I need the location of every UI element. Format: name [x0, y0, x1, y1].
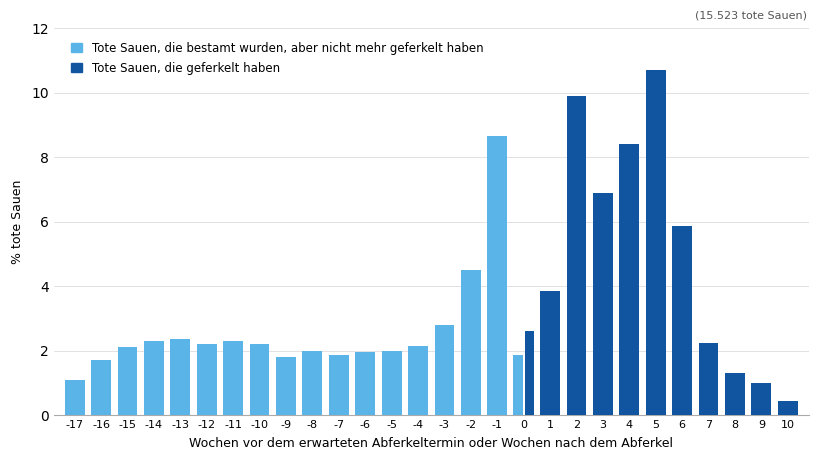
Bar	[566, 96, 586, 415]
Bar	[65, 379, 84, 415]
Y-axis label: % tote Sauen: % tote Sauen	[11, 179, 24, 264]
Legend: Tote Sauen, die bestamt wurden, aber nicht mehr geferkelt haben, Tote Sauen, die: Tote Sauen, die bestamt wurden, aber nic…	[67, 38, 486, 78]
Bar	[91, 361, 111, 415]
Bar	[618, 144, 639, 415]
Bar	[672, 226, 691, 415]
Bar	[170, 339, 190, 415]
Bar	[777, 401, 797, 415]
Bar	[276, 357, 296, 415]
Bar	[645, 70, 665, 415]
X-axis label: Wochen vor dem erwarteten Abferkeltermin oder Wochen nach dem Abferkel: Wochen vor dem erwarteten Abferkeltermin…	[189, 437, 672, 450]
Bar	[381, 351, 401, 415]
Bar	[302, 351, 322, 415]
Bar	[144, 341, 164, 415]
Bar	[540, 291, 559, 415]
Bar	[486, 136, 506, 415]
Bar	[249, 344, 269, 415]
Bar	[197, 344, 216, 415]
Bar	[460, 270, 480, 415]
Bar	[592, 193, 612, 415]
Bar	[117, 348, 138, 415]
Bar	[408, 346, 428, 415]
Bar	[698, 343, 717, 415]
Bar	[355, 352, 374, 415]
Bar	[724, 373, 744, 415]
Bar	[434, 325, 454, 415]
Bar	[223, 341, 242, 415]
Bar	[524, 331, 533, 415]
Bar	[750, 383, 771, 415]
Bar	[513, 355, 523, 415]
Bar	[328, 355, 348, 415]
Text: (15.523 tote Sauen): (15.523 tote Sauen)	[695, 11, 807, 20]
